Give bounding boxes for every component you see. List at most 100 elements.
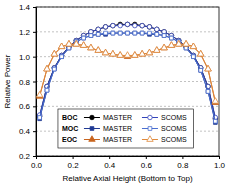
series-line <box>40 33 216 121</box>
x-tick: 0.4 <box>104 156 116 170</box>
marker <box>162 34 166 38</box>
marker <box>161 44 167 50</box>
marker <box>58 43 64 49</box>
marker <box>118 23 123 28</box>
grid <box>36 7 219 156</box>
marker <box>102 49 108 55</box>
marker <box>139 50 145 56</box>
marker <box>88 44 94 50</box>
marker <box>126 31 130 35</box>
x-axis: 0.00.20.40.60.81.0 <box>31 156 226 170</box>
marker <box>111 23 116 28</box>
legend-label: SCOMS <box>161 136 187 143</box>
marker <box>191 53 196 58</box>
marker <box>190 43 196 49</box>
marker <box>140 23 145 28</box>
marker <box>192 55 196 59</box>
x-tick-label: 0.6 <box>141 161 153 170</box>
marker <box>133 31 137 35</box>
x-tick-mark <box>109 156 110 159</box>
marker <box>73 41 79 47</box>
y-tick-label: 1.2 <box>19 28 31 37</box>
marker <box>96 32 100 36</box>
grid-line <box>36 81 219 82</box>
y-tick: 0.8 <box>19 78 36 87</box>
marker <box>52 67 56 71</box>
marker <box>125 22 130 27</box>
series <box>37 22 217 120</box>
x-tick: 0.0 <box>31 156 43 170</box>
marker <box>168 42 174 48</box>
x-tick-mark <box>182 156 183 159</box>
y-axis-line <box>33 8 37 157</box>
marker <box>170 36 174 40</box>
marker <box>117 52 123 58</box>
marker <box>117 52 123 58</box>
marker <box>155 27 160 32</box>
marker <box>184 46 188 50</box>
marker <box>206 90 210 94</box>
y-tick-mark <box>33 32 36 33</box>
x-tick: 0.2 <box>68 156 80 170</box>
x-axis-title: Relative Axial Height (Bottom to Top) <box>62 174 192 183</box>
legend-label: SCOMS <box>161 114 187 121</box>
marker <box>132 52 138 58</box>
marker <box>44 65 50 71</box>
y-tick: 1.4 <box>19 3 36 12</box>
marker <box>155 27 160 32</box>
marker <box>170 36 174 40</box>
y-tick-label: 0.4 <box>19 127 31 136</box>
legend-marker <box>147 136 153 142</box>
marker <box>126 31 130 35</box>
y-tick-label: 0.6 <box>19 102 31 111</box>
marker <box>199 68 203 72</box>
marker <box>38 116 42 120</box>
y-tick: 1.2 <box>19 28 36 37</box>
legend-box <box>58 109 193 148</box>
y-axis-title: Relative Power <box>3 54 12 108</box>
marker <box>118 31 122 35</box>
x-tick-label: 1.0 <box>214 161 226 170</box>
y-tick-label: 0.8 <box>19 78 31 87</box>
marker <box>140 31 144 35</box>
marker <box>212 98 218 104</box>
marker <box>199 68 203 72</box>
y-tick-mark <box>33 106 36 107</box>
plot: 0.00.20.40.60.81.00.20.40.60.81.01.21.4B… <box>19 3 226 170</box>
legend-label: MASTER <box>103 125 132 132</box>
marker <box>191 53 196 58</box>
marker <box>67 46 71 50</box>
marker <box>147 25 152 30</box>
marker <box>183 41 189 47</box>
marker <box>133 31 137 35</box>
x-tick-mark <box>146 156 147 159</box>
x-tick-label: 0.0 <box>31 161 43 170</box>
marker <box>146 49 152 55</box>
y-tick-mark <box>33 82 36 83</box>
marker <box>111 23 116 28</box>
x-axis-line <box>37 157 220 160</box>
marker <box>162 34 166 38</box>
marker <box>95 47 101 53</box>
marker <box>104 31 108 35</box>
marker <box>82 36 86 40</box>
marker <box>89 34 93 38</box>
chart: 0.00.20.40.60.81.00.20.40.60.81.01.21.4B… <box>0 0 228 186</box>
marker <box>36 91 42 97</box>
marker <box>45 88 49 92</box>
marker <box>206 90 210 94</box>
marker <box>67 46 71 50</box>
series <box>36 41 218 105</box>
y-tick: 0.4 <box>19 127 36 136</box>
marker <box>124 52 130 58</box>
marker <box>168 42 174 48</box>
marker <box>140 23 145 28</box>
y-axis: 0.20.40.60.81.01.21.4 <box>19 3 37 161</box>
marker <box>51 50 57 56</box>
series <box>36 41 218 104</box>
marker <box>139 50 145 56</box>
marker <box>176 41 182 47</box>
y-tick-label: 1.4 <box>19 3 31 12</box>
series-line <box>40 24 216 117</box>
marker <box>103 25 108 30</box>
